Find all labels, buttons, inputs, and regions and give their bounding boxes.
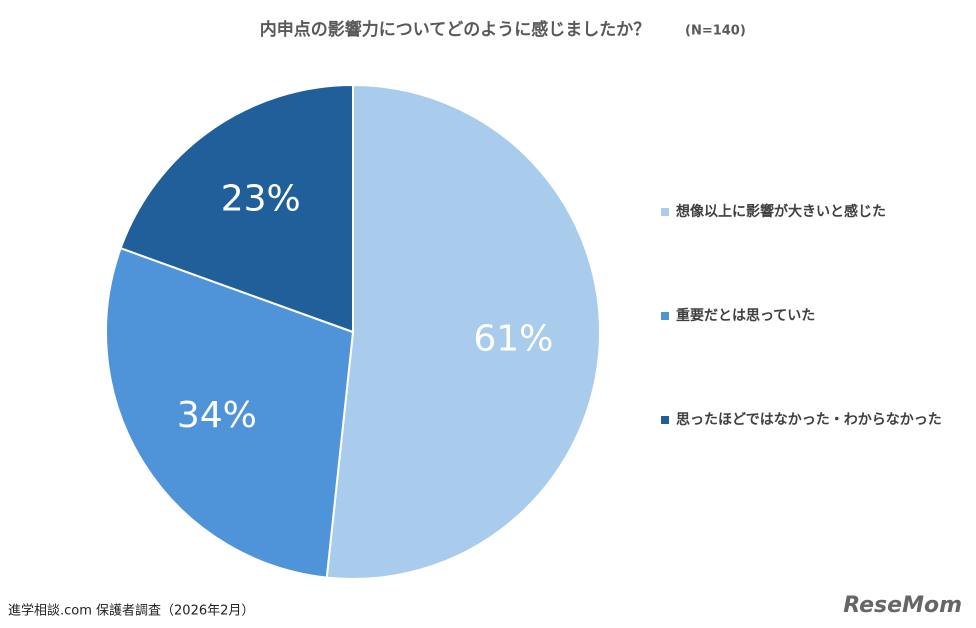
pie-slice xyxy=(325,83,601,580)
value-label: 34% xyxy=(177,395,257,436)
legend-label: 思ったほどではなかった・わからなかった xyxy=(676,412,942,428)
legend-marker xyxy=(661,312,669,320)
legend-marker xyxy=(661,416,669,424)
legend-label: 想像以上に影響が大きいと感じた xyxy=(675,203,886,220)
legend-label: 重要だとは思っていた xyxy=(676,307,815,324)
source: 進学相談.com 保護者調査（2026年2月） xyxy=(8,603,254,619)
pie-slice xyxy=(119,83,354,334)
chart-title: 内申点の影響力についてどのように感じましたか？ xyxy=(260,19,651,40)
chart-subtitle: (N=140) xyxy=(685,24,746,39)
pie-slice xyxy=(105,246,355,579)
value-label: 23% xyxy=(221,179,301,220)
value-label: 61% xyxy=(473,319,553,360)
logo: ReseMom xyxy=(843,593,962,618)
legend-marker xyxy=(661,208,669,216)
